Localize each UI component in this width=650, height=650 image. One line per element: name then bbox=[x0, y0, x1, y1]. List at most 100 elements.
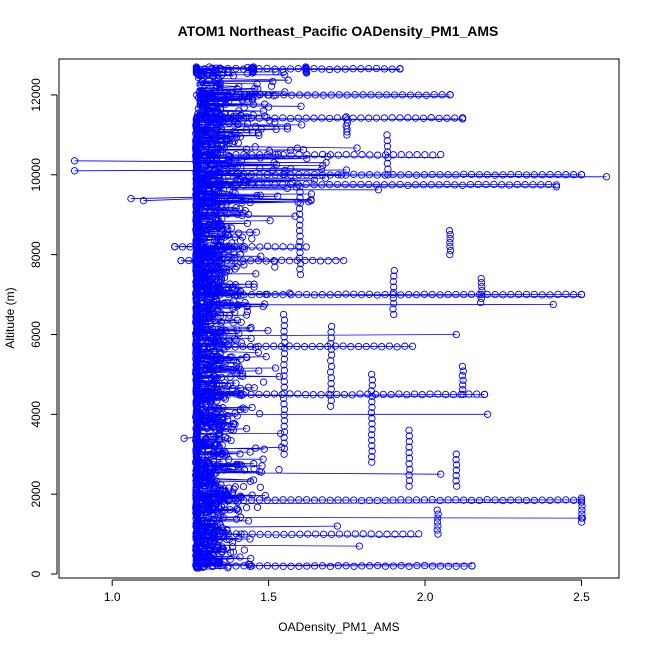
data-point bbox=[327, 374, 335, 382]
data-point bbox=[420, 171, 429, 179]
data-point bbox=[216, 181, 224, 189]
data-point bbox=[252, 122, 260, 131]
data-point bbox=[522, 171, 531, 179]
data-point bbox=[248, 491, 256, 499]
data-point bbox=[271, 257, 279, 265]
data-point bbox=[460, 496, 468, 504]
data-point bbox=[225, 314, 233, 323]
data-point bbox=[127, 195, 135, 203]
data-point bbox=[483, 171, 491, 179]
data-point bbox=[224, 496, 232, 504]
data-point bbox=[351, 530, 359, 538]
data-point bbox=[302, 171, 311, 179]
data-point bbox=[171, 242, 179, 251]
data-point bbox=[226, 164, 234, 173]
data-point bbox=[239, 372, 247, 380]
data-point bbox=[70, 157, 79, 165]
data-point bbox=[474, 180, 482, 189]
data-point bbox=[452, 290, 460, 299]
data-point bbox=[263, 290, 271, 299]
data-point bbox=[209, 457, 218, 466]
data-point bbox=[263, 242, 272, 250]
data-point bbox=[421, 561, 429, 570]
data-point bbox=[247, 323, 255, 332]
chart-title: ATOM1 Northeast_Pacific OADensity_PM1_AM… bbox=[178, 23, 499, 39]
data-point bbox=[446, 250, 454, 259]
data-point bbox=[428, 290, 436, 299]
data-point bbox=[204, 182, 212, 190]
data-point bbox=[241, 405, 249, 413]
data-point bbox=[222, 268, 230, 276]
data-point bbox=[341, 114, 349, 122]
data-point bbox=[205, 250, 213, 258]
data-point bbox=[357, 496, 366, 505]
data-point bbox=[203, 325, 211, 333]
data-point bbox=[230, 127, 238, 135]
data-point bbox=[256, 530, 264, 539]
data-point bbox=[213, 242, 221, 251]
data-point bbox=[193, 64, 201, 72]
data-point bbox=[285, 257, 294, 265]
data-point bbox=[280, 361, 288, 369]
data-point bbox=[569, 171, 578, 179]
data-point bbox=[224, 210, 232, 218]
data-point bbox=[458, 181, 467, 189]
data-point bbox=[216, 151, 224, 159]
data-point bbox=[291, 212, 299, 220]
data-point bbox=[368, 425, 376, 433]
data-point bbox=[207, 389, 216, 397]
data-point bbox=[397, 171, 405, 179]
data-point bbox=[304, 530, 312, 538]
data-point bbox=[232, 562, 240, 570]
data-point bbox=[384, 165, 392, 173]
data-point bbox=[211, 202, 220, 210]
data-point bbox=[383, 91, 391, 99]
data-point bbox=[514, 290, 523, 299]
data-point bbox=[342, 166, 351, 174]
data-point bbox=[251, 143, 259, 151]
x-tick-label: 2.5 bbox=[573, 590, 590, 604]
data-point bbox=[205, 440, 214, 449]
data-point bbox=[374, 151, 382, 159]
data-point bbox=[357, 290, 366, 299]
data-point bbox=[390, 299, 398, 308]
data-point bbox=[255, 131, 263, 140]
data-point bbox=[373, 561, 382, 570]
data-point bbox=[238, 244, 247, 252]
data-point bbox=[498, 181, 506, 189]
data-point bbox=[227, 436, 235, 445]
data-point bbox=[247, 257, 255, 265]
data-point bbox=[222, 223, 231, 231]
data-point bbox=[206, 249, 214, 257]
data-point bbox=[222, 137, 230, 145]
data-point bbox=[235, 107, 243, 115]
data-point bbox=[236, 205, 244, 213]
data-point bbox=[546, 170, 554, 179]
data-point bbox=[200, 65, 209, 73]
data-point bbox=[248, 530, 256, 538]
data-point bbox=[452, 562, 460, 570]
data-point bbox=[207, 207, 215, 216]
data-point bbox=[207, 421, 215, 429]
data-point bbox=[319, 161, 327, 170]
data-point bbox=[319, 530, 328, 538]
data-point bbox=[255, 151, 264, 159]
y-axis-label: Altitude (m) bbox=[3, 287, 17, 348]
data-point bbox=[213, 157, 221, 165]
data-point bbox=[259, 107, 267, 115]
data-point bbox=[430, 91, 438, 99]
data-point bbox=[279, 496, 287, 504]
data-point bbox=[206, 364, 214, 372]
data-point bbox=[370, 342, 378, 350]
data-point bbox=[240, 466, 249, 474]
data-point bbox=[213, 361, 221, 369]
data-point bbox=[271, 496, 279, 504]
data-point bbox=[204, 85, 212, 93]
data-point bbox=[242, 152, 250, 160]
data-point bbox=[208, 91, 217, 99]
data-point bbox=[457, 390, 465, 399]
data-point bbox=[405, 437, 413, 446]
data-point bbox=[307, 190, 316, 198]
y-tick-label: 10000 bbox=[29, 158, 43, 192]
data-point bbox=[311, 151, 319, 159]
